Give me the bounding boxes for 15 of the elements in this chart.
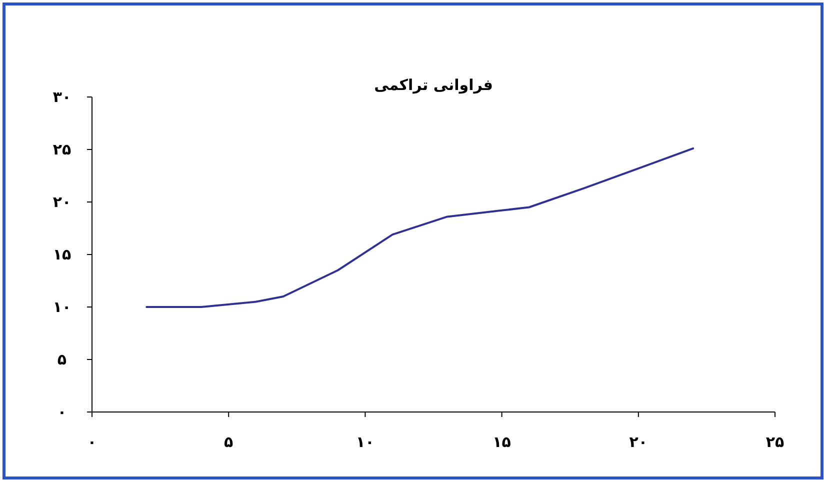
- x-tick-label: ۲۰: [629, 433, 648, 451]
- y-tick-label: ۲۰: [52, 193, 72, 211]
- x-tick-label: ۰: [87, 433, 97, 451]
- y-tick-label: ۳۰: [52, 88, 72, 106]
- x-tick-label: ۲۵: [766, 433, 784, 451]
- x-tick-label: ۱۰: [356, 433, 374, 451]
- x-tick-label: ۵: [224, 433, 234, 451]
- y-tick-label: ۲۵: [52, 140, 72, 158]
- y-tick-label: ۰: [57, 403, 67, 421]
- chart-title: فراوانی تراکمی: [374, 76, 493, 94]
- y-tick-label: ۱۵: [52, 246, 72, 264]
- y-tick-label: ۵: [57, 350, 67, 368]
- line-series: [146, 147, 694, 308]
- x-tick-label: ۱۵: [492, 433, 511, 451]
- y-tick-label: ۱۰: [52, 298, 72, 316]
